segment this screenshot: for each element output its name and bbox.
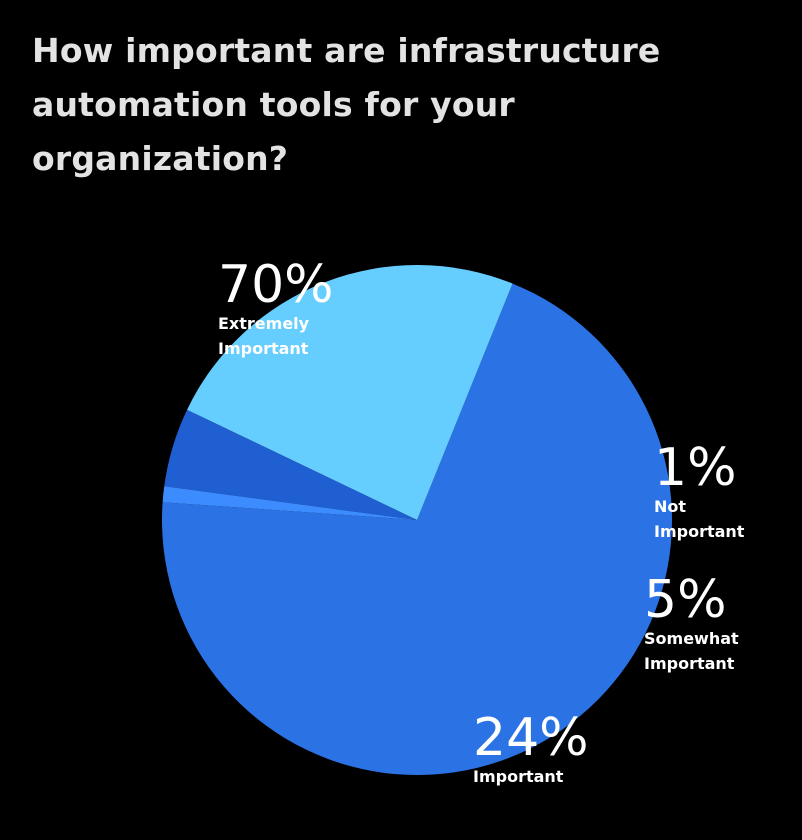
slice-label-not-important: 1%Not Important [654,438,745,541]
slice-value-extremely-important: 70% [218,255,334,315]
slice-category-important: Important [473,767,564,786]
pie-slice-somewhat-important [164,409,417,520]
slice-value-somewhat-important: 5% [644,570,727,630]
slice-label-important: 24%Important [473,708,589,786]
chart-title: How important are infrastructure automat… [32,31,661,178]
slice-label-somewhat-important: 5%Somewhat Important [644,570,739,673]
slice-category-not-important: Not Important [654,497,745,541]
pie-slice-extremely-important [161,283,672,776]
slice-category-somewhat-important: Somewhat Important [644,629,739,673]
slice-value-important: 24% [473,708,589,768]
pie-labels: 70%Extremely Important 24%Important 5%Somew… [218,255,745,786]
pie-slices [161,265,672,776]
slice-category-extremely-important: Extremely Important [218,314,310,358]
pie-slice-important [187,265,513,520]
slice-label-extremely-important: 70%Extremely Important [218,255,334,358]
slice-value-not-important: 1% [654,438,737,498]
pie-slice-not-important [162,486,417,520]
